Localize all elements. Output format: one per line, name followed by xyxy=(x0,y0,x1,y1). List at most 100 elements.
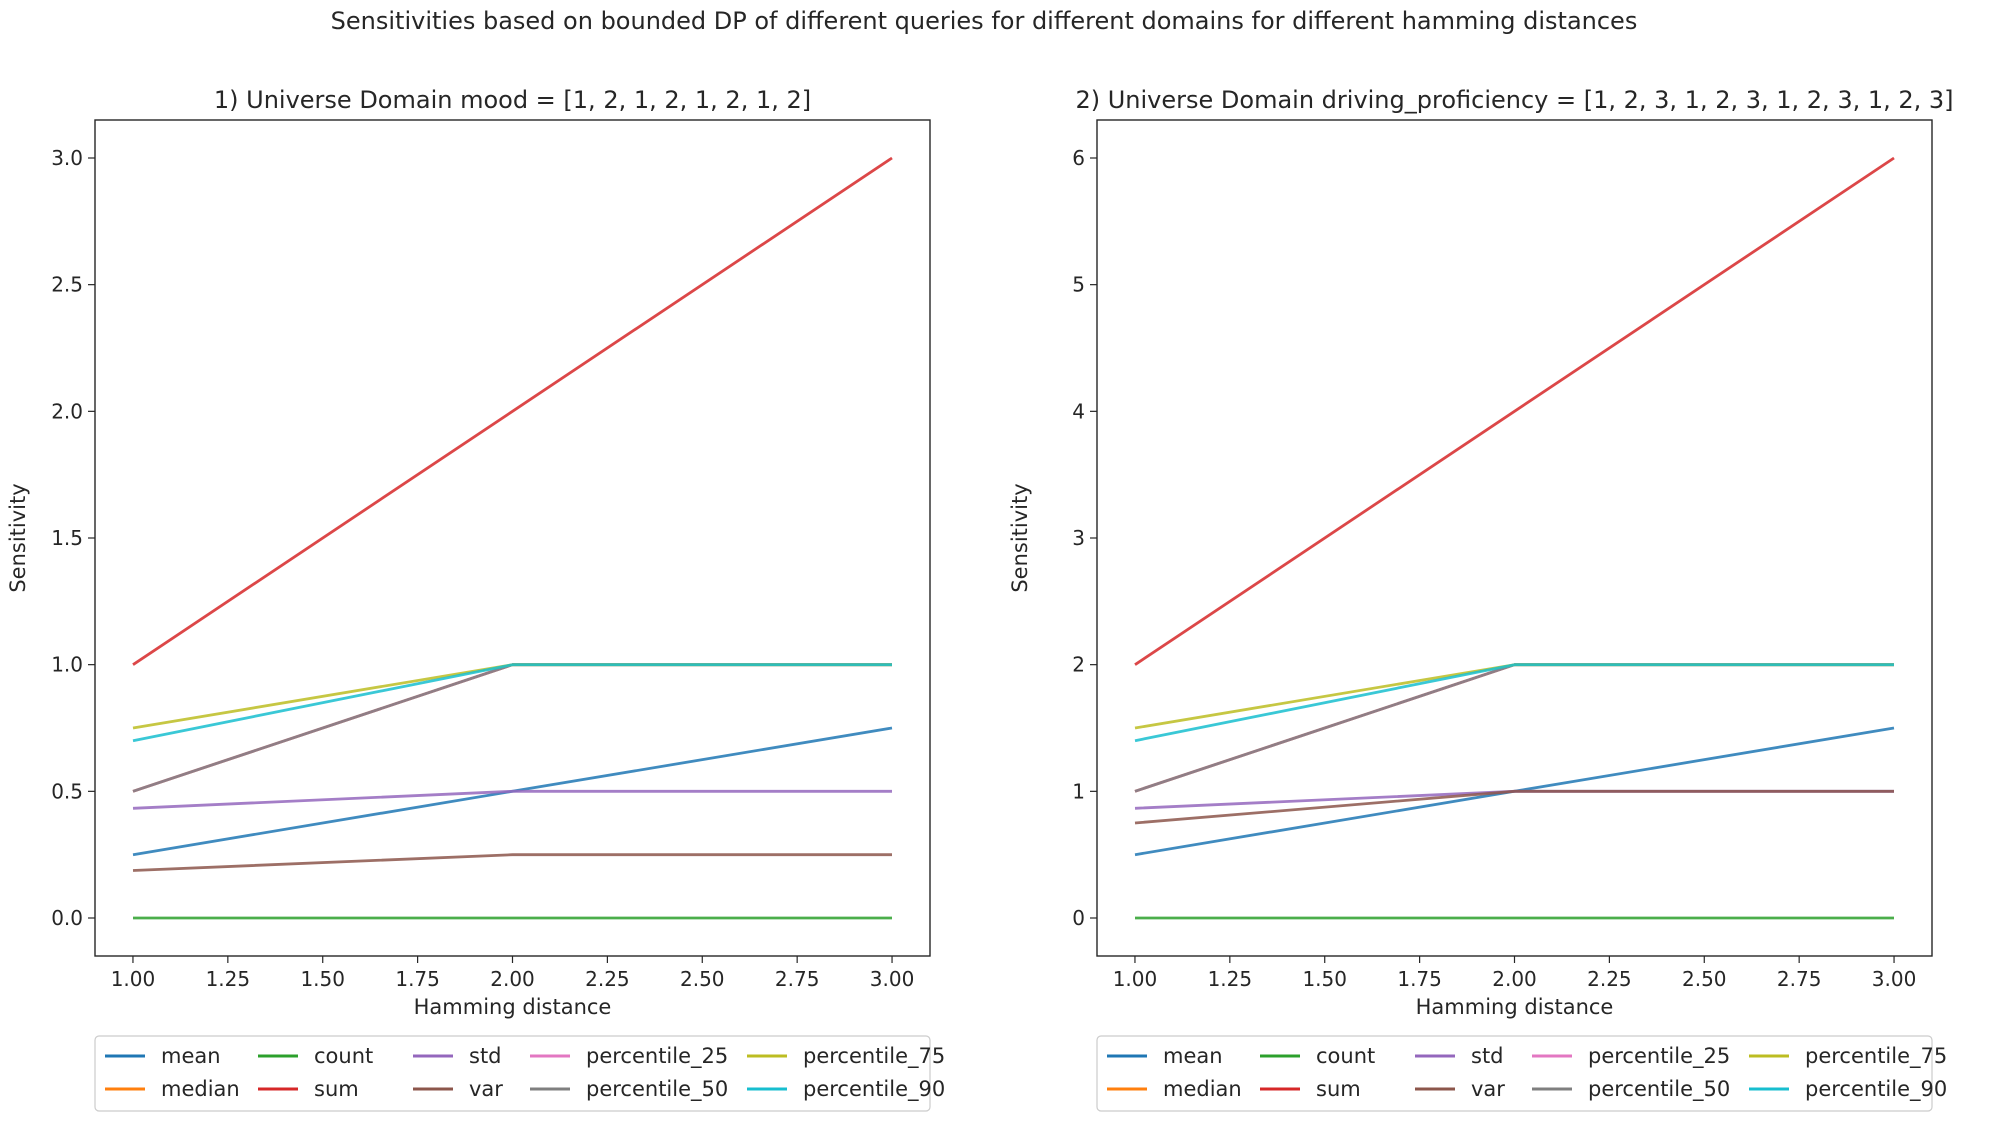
legend-label: percentile_75 xyxy=(1805,1044,1947,1069)
axes-frame xyxy=(94,119,931,957)
legend-item-median: median xyxy=(105,1077,240,1101)
y-tick-label: 0 xyxy=(1072,906,1085,930)
panel-title: 2) Universe Domain driving_proficiency =… xyxy=(1075,86,1953,114)
x-tick-label: 3.00 xyxy=(870,967,915,991)
legend-frame xyxy=(1096,1035,1933,1112)
legend-frame xyxy=(94,1035,931,1112)
legend-item-sum: sum xyxy=(1260,1077,1361,1101)
x-tick-label: 2.25 xyxy=(585,967,630,991)
y-tick-label: 3.0 xyxy=(51,146,83,170)
y-tick-label: 1.0 xyxy=(51,653,83,677)
legend-item-mean: mean xyxy=(105,1044,221,1068)
series-line-sum xyxy=(132,156,893,666)
y-tick-label: 4 xyxy=(1072,399,1085,423)
chart-panel-2: 2) Universe Domain driving_proficiency =… xyxy=(1008,86,1954,1112)
chart-panel-1: 1) Universe Domain mood = [1, 2, 1, 2, 1… xyxy=(6,86,945,1112)
x-tick-label: 2.00 xyxy=(490,967,535,991)
series-line-std xyxy=(1134,789,1894,810)
series-line-std xyxy=(132,789,892,810)
legend-label: var xyxy=(469,1077,503,1101)
series-line-percentile_50 xyxy=(132,663,892,793)
series-line-var xyxy=(132,853,892,872)
y-tick-label: 1.5 xyxy=(51,526,83,550)
x-tick-label: 2.00 xyxy=(1492,967,1537,991)
series-line-percentile_90 xyxy=(132,663,892,743)
legend-label: count xyxy=(314,1044,373,1068)
legend-label: std xyxy=(1471,1044,1504,1068)
legend-label: mean xyxy=(1163,1044,1223,1068)
legend-item-count: count xyxy=(1260,1044,1375,1068)
legend-item-percentile_25: percentile_25 xyxy=(530,1044,728,1069)
x-tick-label: 3.00 xyxy=(1872,967,1917,991)
y-axis-label: Sensitivity xyxy=(6,483,30,592)
x-axis-label: Hamming distance xyxy=(414,995,612,1019)
legend-item-percentile_50: percentile_50 xyxy=(1532,1077,1730,1102)
legend-label: sum xyxy=(314,1077,359,1101)
x-tick-label: 1.00 xyxy=(111,967,156,991)
legend-item-percentile_90: percentile_90 xyxy=(1749,1077,1947,1102)
legend-item-median: median xyxy=(1107,1077,1242,1101)
legend-item-var: var xyxy=(1415,1077,1505,1101)
figure-suptitle: Sensitivities based on bounded DP of dif… xyxy=(331,7,1638,35)
x-tick-label: 2.75 xyxy=(1777,967,1822,991)
x-tick-label: 1.25 xyxy=(1208,967,1253,991)
legend-item-sum: sum xyxy=(258,1077,359,1101)
legend-label: var xyxy=(1471,1077,1505,1101)
x-tick-label: 1.00 xyxy=(1113,967,1158,991)
x-tick-label: 2.50 xyxy=(680,967,725,991)
y-tick-label: 2.5 xyxy=(51,273,83,297)
y-tick-label: 5 xyxy=(1072,273,1085,297)
legend-label: percentile_50 xyxy=(586,1077,728,1102)
legend-label: percentile_25 xyxy=(1588,1044,1730,1069)
legend-item-percentile_50: percentile_50 xyxy=(530,1077,728,1102)
legend-item-std: std xyxy=(1415,1044,1504,1068)
series-line-median xyxy=(1134,663,1894,793)
y-tick-label: 2.0 xyxy=(51,399,83,423)
y-tick-label: 2 xyxy=(1072,653,1085,677)
legend-label: sum xyxy=(1316,1077,1361,1101)
legend-item-std: std xyxy=(413,1044,502,1068)
panel-title: 1) Universe Domain mood = [1, 2, 1, 2, 1… xyxy=(214,86,811,114)
legend-item-count: count xyxy=(258,1044,373,1068)
y-tick-label: 0.5 xyxy=(51,779,83,803)
series-line-percentile_90 xyxy=(1134,663,1894,743)
legend-item-var: var xyxy=(413,1077,503,1101)
y-axis-label: Sensitivity xyxy=(1008,483,1032,592)
x-tick-label: 2.25 xyxy=(1587,967,1632,991)
legend-item-percentile_75: percentile_75 xyxy=(747,1044,945,1069)
series-line-percentile_50 xyxy=(1134,663,1894,793)
legend-item-percentile_90: percentile_90 xyxy=(747,1077,945,1102)
series-line-sum xyxy=(1134,156,1895,666)
y-tick-label: 0.0 xyxy=(51,906,83,930)
legend: meanmediancountsumstdvarpercentile_25per… xyxy=(1096,1035,1947,1112)
x-tick-label: 1.25 xyxy=(206,967,251,991)
x-tick-label: 1.75 xyxy=(395,967,440,991)
x-tick-label: 2.50 xyxy=(1682,967,1727,991)
legend-label: mean xyxy=(161,1044,221,1068)
series-line-percentile_25 xyxy=(1134,663,1894,793)
legend-item-percentile_75: percentile_75 xyxy=(1749,1044,1947,1069)
legend: meanmediancountsumstdvarpercentile_25per… xyxy=(94,1035,945,1112)
series-line-var xyxy=(1134,789,1894,825)
legend-label: percentile_75 xyxy=(803,1044,945,1069)
legend-label: median xyxy=(1163,1077,1242,1101)
legend-label: count xyxy=(1316,1044,1375,1068)
y-tick-label: 6 xyxy=(1072,146,1085,170)
y-tick-label: 3 xyxy=(1072,526,1085,550)
legend-label: percentile_50 xyxy=(1588,1077,1730,1102)
legend-label: percentile_25 xyxy=(586,1044,728,1069)
y-tick-label: 1 xyxy=(1072,779,1085,803)
x-tick-label: 1.50 xyxy=(1302,967,1347,991)
x-tick-label: 2.75 xyxy=(775,967,820,991)
series-line-median xyxy=(132,663,892,793)
x-tick-label: 1.75 xyxy=(1397,967,1442,991)
legend-item-mean: mean xyxy=(1107,1044,1223,1068)
x-axis-label: Hamming distance xyxy=(1416,995,1614,1019)
x-tick-label: 1.50 xyxy=(300,967,345,991)
legend-label: median xyxy=(161,1077,240,1101)
axes-frame xyxy=(1096,119,1933,957)
legend-item-percentile_25: percentile_25 xyxy=(1532,1044,1730,1069)
legend-label: percentile_90 xyxy=(1805,1077,1947,1102)
legend-label: std xyxy=(469,1044,502,1068)
